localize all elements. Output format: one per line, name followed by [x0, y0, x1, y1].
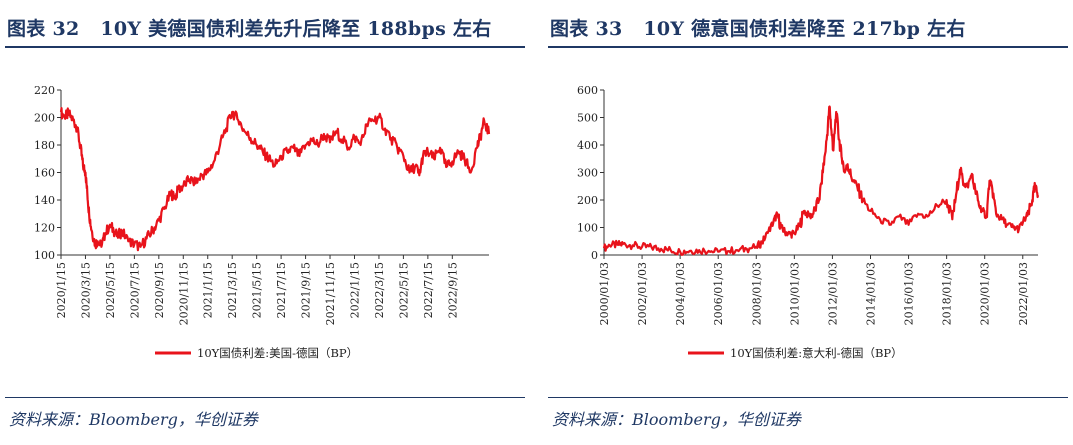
x-tick-label: 2022/1/15 [348, 262, 361, 318]
x-tick-label: 2021/11/15 [324, 262, 337, 325]
x-tick-label: 2021/7/15 [275, 262, 288, 318]
x-tick-label: 2004/01/03 [674, 262, 687, 325]
x-tick-label: 2020/3/15 [79, 262, 92, 318]
x-tick-label: 2021/3/15 [226, 262, 239, 318]
x-tick-label: 2022/01/03 [1017, 262, 1030, 325]
series-line [59, 106, 491, 252]
x-tick-label: 2021/1/15 [202, 262, 215, 318]
chart-title: 图表 33 10Y 德意国债利差降至 217bp 左右 [550, 18, 966, 40]
x-tick-label: 2012/01/03 [826, 262, 839, 325]
line-chart-us-de-spread: 100 120 140 160 180 200 220 2020/1/15 2020/3/15 2… [34, 84, 491, 360]
y-tick-label: 500 [577, 112, 598, 125]
y-tick-label: 180 [34, 139, 55, 152]
x-tick-label: 2021/9/15 [300, 262, 313, 318]
y-tick-label: 140 [34, 194, 55, 207]
x-tick-label: 2008/01/03 [750, 262, 763, 325]
y-tick-label: 300 [577, 167, 598, 180]
source-note: 资料来源：Bloomberg，华创证券 [9, 410, 258, 429]
title-divider [5, 46, 525, 48]
y-tick-label: 120 [34, 222, 55, 235]
chart-title: 图表 32 10Y 美德国债利差先升后降至 188bps 左右 [7, 18, 492, 40]
chart-panel-us-de: 图表 32 10Y 美德国债利差先升后降至 188bps 左右 100 120 14… [5, 0, 525, 445]
legend-label: 10Y国债利差:意大利-德国（BP） [730, 346, 903, 360]
line-chart-de-it-spread: 0 100 200 300 400 500 600 2000/01/03 2002/01/03 2… [577, 84, 1040, 360]
x-tick-label: 2000/01/03 [598, 262, 611, 325]
x-tick-label: 2020/5/15 [104, 262, 117, 318]
title-divider [548, 46, 1068, 48]
x-tick-label: 2022/5/15 [397, 262, 410, 318]
x-tick-label: 2021/5/15 [251, 262, 264, 318]
y-tick-label: 220 [34, 84, 55, 97]
series-line [602, 105, 1040, 256]
y-tick-label: 400 [577, 139, 598, 152]
y-tick-label: 0 [591, 249, 598, 262]
x-tick-label: 2022/9/15 [446, 262, 459, 318]
x-tick-label: 2020/01/03 [979, 262, 992, 325]
chart-panel-de-it: 图表 33 10Y 德意国债利差降至 217bp 左右 0 100 200 300 40… [548, 0, 1068, 445]
x-tick-label: 2014/01/03 [864, 262, 877, 325]
source-divider [5, 397, 525, 398]
x-tick-label: 2020/1/15 [55, 262, 68, 318]
x-tick-label: 2020/7/15 [128, 262, 141, 318]
x-tick-label: 2016/01/03 [903, 262, 916, 325]
x-tick-label: 2010/01/03 [788, 262, 801, 325]
x-tick-label: 2022/3/15 [373, 262, 386, 318]
legend-label: 10Y国债利差:美国-德国（BP） [197, 346, 358, 360]
source-note: 资料来源：Bloomberg，华创证券 [552, 410, 801, 429]
x-tick-label: 2006/01/03 [712, 262, 725, 325]
x-tick-label: 2002/01/03 [636, 262, 649, 325]
y-tick-label: 100 [34, 249, 55, 262]
source-divider [548, 397, 1068, 398]
y-tick-label: 160 [34, 167, 55, 180]
x-tick-label: 2018/01/03 [941, 262, 954, 325]
y-tick-label: 200 [577, 194, 598, 207]
x-tick-label: 2020/11/15 [177, 262, 190, 325]
y-tick-label: 100 [577, 222, 598, 235]
x-tick-label: 2022/7/15 [422, 262, 435, 318]
y-tick-label: 600 [577, 84, 598, 97]
x-tick-label: 2020/9/15 [153, 262, 166, 318]
y-tick-label: 200 [34, 112, 55, 125]
